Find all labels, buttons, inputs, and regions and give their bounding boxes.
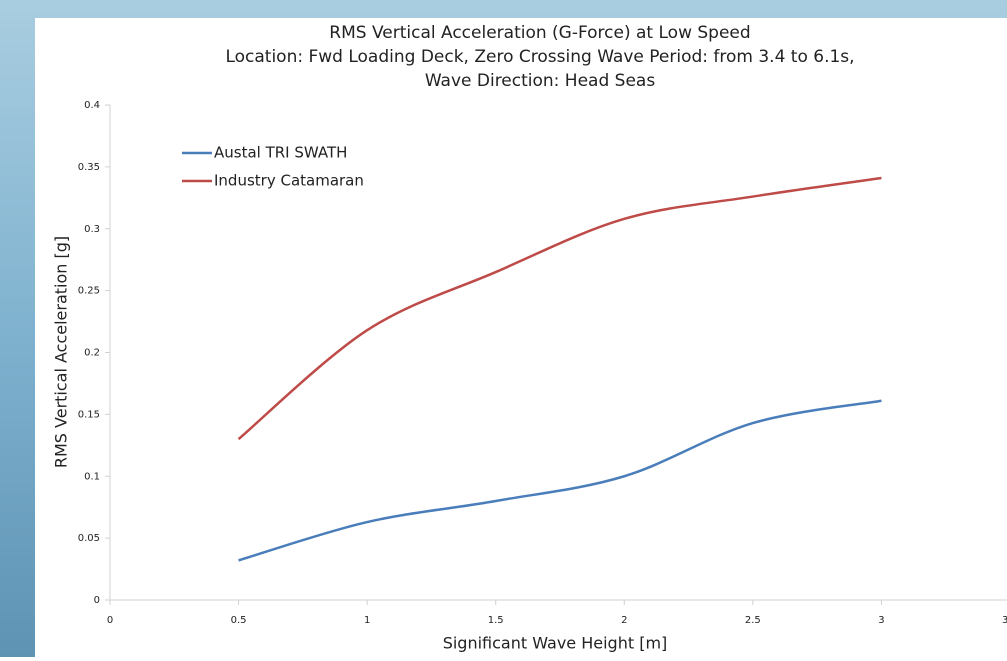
y-tick-label: 0.35	[78, 162, 100, 173]
x-tick-label: 3.5	[1002, 615, 1007, 626]
y-tick-label: 0.25	[78, 286, 100, 297]
chart: RMS Vertical Acceleration (G-Force) at L…	[0, 0, 1007, 657]
x-tick-label: 1.5	[488, 615, 504, 626]
chart-title: RMS Vertical Acceleration (G-Force) at L…	[329, 23, 750, 43]
chart-subtitle: Location: Fwd Loading Deck, Zero Crossin…	[225, 47, 854, 67]
y-tick-label: 0	[94, 595, 100, 606]
y-tick-label: 0.05	[78, 533, 100, 544]
y-tick-label: 0.1	[84, 471, 100, 482]
page: RMS Vertical Acceleration (G-Force) at L…	[0, 0, 1007, 657]
y-tick-label: 0.15	[78, 409, 100, 420]
x-axis-label: Significant Wave Height [m]	[443, 634, 668, 653]
x-tick-label: 0.5	[231, 615, 247, 626]
x-tick-label: 2.5	[745, 615, 761, 626]
y-tick-label: 0.2	[84, 348, 100, 359]
legend-label: Industry Catamaran	[214, 172, 364, 190]
legend-label: Austal TRI SWATH	[214, 144, 347, 162]
y-tick-label: 0.3	[84, 224, 100, 235]
chart-panel	[35, 18, 1007, 657]
x-tick-label: 0	[107, 615, 113, 626]
y-axis-label: RMS Vertical Acceleration [g]	[52, 236, 71, 468]
x-tick-label: 3	[878, 615, 884, 626]
y-tick-label: 0.4	[84, 100, 100, 111]
chart-subtitle: Wave Direction: Head Seas	[425, 71, 656, 91]
x-tick-label: 1	[364, 615, 370, 626]
x-tick-label: 2	[621, 615, 627, 626]
